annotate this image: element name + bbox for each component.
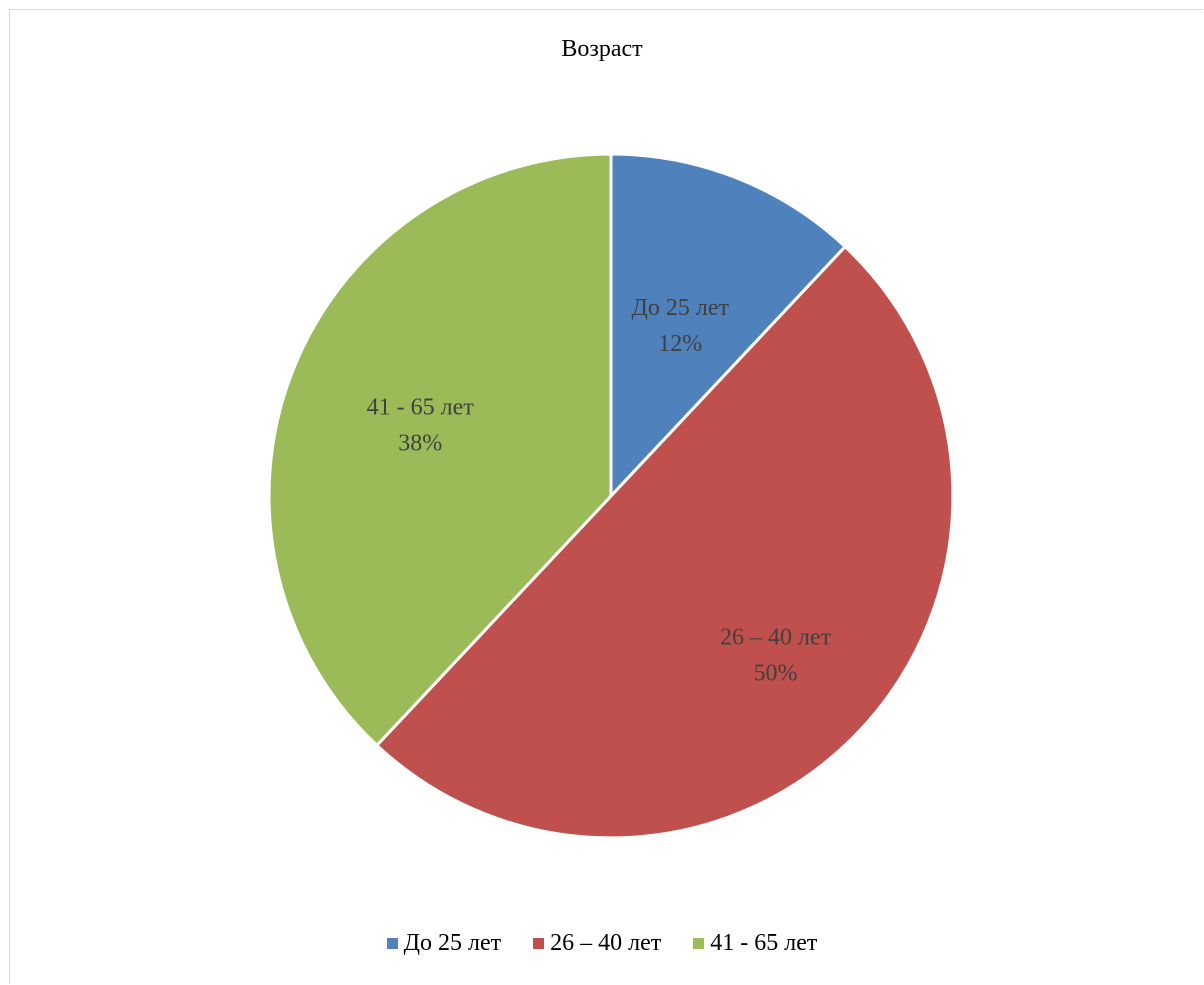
legend: До 25 лет 26 – 40 лет 41 - 65 лет: [0, 930, 1204, 957]
data-label-under-25: До 25 лет 12%: [631, 295, 729, 357]
slice-under-25: [609, 152, 848, 500]
legend-label-41-65: 41 - 65 лет: [710, 930, 818, 956]
legend-item-26-40: 26 – 40 лет: [533, 930, 661, 957]
chart-title: Возраст: [561, 36, 643, 62]
slice-41-65: [267, 152, 613, 748]
legend-label-26-40: 26 – 40 лет: [550, 930, 662, 956]
legend-swatch-under-25: [386, 938, 398, 949]
data-label-41-65: 41 - 65 лет 38%: [367, 394, 475, 456]
slice-26-40: [374, 244, 955, 840]
legend-swatch-41-65: [693, 938, 705, 949]
legend-item-41-65: 41 - 65 лет: [693, 930, 817, 957]
data-label-26-40: 26 – 40 лет 50%: [720, 625, 832, 687]
legend-swatch-26-40: [533, 938, 545, 949]
legend-label-under-25: До 25 лет: [403, 930, 502, 956]
legend-item-under-25: До 25 лет: [386, 930, 502, 957]
